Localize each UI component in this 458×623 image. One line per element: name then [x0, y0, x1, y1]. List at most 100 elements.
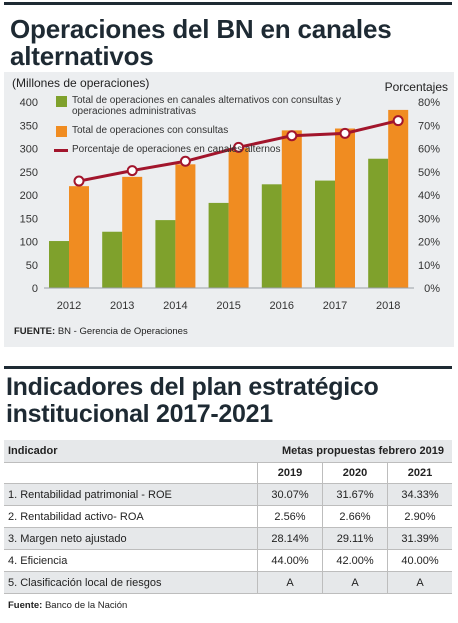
- line-point-2018: [392, 115, 404, 127]
- row-value: 2.90%: [387, 505, 452, 528]
- line-point-2015: [233, 141, 245, 153]
- header-indicator: Indicador: [4, 440, 258, 463]
- header-metas: Metas propuestas febrero 2019: [257, 440, 452, 463]
- y-left-tick-100: 100: [20, 237, 38, 249]
- y-right-tick-80pct: 80%: [418, 97, 440, 109]
- plan-title: Indicadores del plan estratégico institu…: [6, 373, 379, 428]
- row-value: A: [322, 571, 388, 594]
- y-axis-right-label: Porcentajes: [384, 80, 448, 94]
- table-source: Fuente: Banco de la Nación: [8, 600, 127, 611]
- x-tick-2015: 2015: [216, 300, 240, 312]
- bar-green-2014: [155, 220, 176, 288]
- line-point-2016: [286, 130, 298, 142]
- y-right-tick-30pct: 30%: [418, 213, 440, 225]
- row-label: 5. Clasificación local de riesgos: [4, 571, 258, 594]
- legend-label-orange: Total de operaciones con consultas: [72, 125, 229, 136]
- x-tick-2014: 2014: [163, 300, 187, 312]
- table-row: 4. Eficiencia 44.00% 42.00% 40.00%: [4, 549, 452, 572]
- line-point-2017: [339, 127, 351, 139]
- section-rule: [4, 366, 452, 369]
- chart-title: Operaciones del BN en canales alternativ…: [10, 14, 392, 71]
- y-left-tick-0: 0: [32, 283, 38, 295]
- row-value: 34.33%: [387, 483, 452, 506]
- bar-green-2018: [368, 158, 389, 288]
- row-value: 31.39%: [387, 527, 452, 550]
- y-left-tick-250: 250: [20, 167, 38, 179]
- x-tick-2012: 2012: [57, 300, 81, 312]
- y-left-tick-150: 150: [20, 213, 38, 225]
- y-left-tick-400: 400: [20, 97, 38, 109]
- line-point-2013: [126, 165, 138, 177]
- legend-swatch-green: [56, 96, 67, 107]
- line-point-2012: [73, 175, 85, 187]
- table-row: 5. Clasificación local de riesgos A A A: [4, 571, 452, 594]
- row-value: 2.56%: [257, 505, 323, 528]
- y-left-tick-50: 50: [26, 260, 38, 272]
- chart-source: FUENTE: BN - Gerencia de Operaciones: [14, 326, 188, 337]
- line-point-2014: [179, 155, 191, 167]
- y-axis-left-label: (Millones de operaciones): [12, 76, 150, 90]
- bar-green-2016: [261, 184, 282, 288]
- table-source-label: Fuente:: [8, 600, 43, 611]
- bar-orange-2017: [335, 128, 355, 288]
- legend-item-orange: Total de operaciones con consultas: [56, 125, 372, 137]
- bar-orange-2013: [122, 176, 143, 288]
- row-label: 4. Eficiencia: [4, 549, 258, 572]
- chart-source-text: BN - Gerencia de Operaciones: [57, 326, 188, 337]
- legend-label-green: Total de operaciones en canales alternat…: [72, 95, 342, 117]
- y-right-tick-20pct: 20%: [418, 237, 440, 249]
- table-row: 1. Rentabilidad patrimonial - ROE 30.07%…: [4, 483, 452, 506]
- x-tick-2013: 2013: [110, 300, 134, 312]
- year-header-2020: 2020: [322, 462, 388, 484]
- bar-orange-2015: [228, 148, 249, 288]
- table-years-row: 2019 2020 2021: [4, 462, 452, 484]
- row-value: 40.00%: [387, 549, 452, 572]
- bar-orange-2016: [281, 130, 302, 288]
- y-left-tick-350: 350: [20, 120, 38, 132]
- bar-orange-2014: [175, 164, 196, 288]
- years-row-blank: [4, 462, 258, 484]
- top-rule: [4, 2, 452, 5]
- y-right-tick-10pct: 10%: [418, 260, 440, 272]
- x-tick-2017: 2017: [323, 300, 347, 312]
- row-value: A: [387, 571, 452, 594]
- row-value: 30.07%: [257, 483, 323, 506]
- bar-orange-2012: [69, 186, 89, 288]
- table-source-text: Banco de la Nación: [44, 600, 128, 611]
- chart-source-label: FUENTE:: [14, 326, 56, 337]
- x-tick-2018: 2018: [376, 300, 400, 312]
- row-label: 1. Rentabilidad patrimonial - ROE: [4, 483, 258, 506]
- table-header-row: Indicador Metas propuestas febrero 2019: [4, 440, 452, 463]
- table-row: 3. Margen neto ajustado 28.14% 29.11% 31…: [4, 527, 452, 550]
- legend-item-green: Total de operaciones en canales alternat…: [56, 95, 372, 117]
- y-right-tick-40pct: 40%: [418, 190, 440, 202]
- bar-green-2017: [315, 180, 335, 288]
- bar-orange-2018: [388, 109, 409, 288]
- legend-item-line: Porcentaje de operaciones en canales alt…: [54, 144, 372, 155]
- row-label: 2. Rentabilidad activo- ROA: [4, 505, 258, 528]
- row-value: 31.67%: [322, 483, 388, 506]
- table-row: 2. Rentabilidad activo- ROA 2.56% 2.66% …: [4, 505, 452, 528]
- row-label: 3. Margen neto ajustado: [4, 527, 258, 550]
- y-left-tick-300: 300: [20, 144, 38, 156]
- legend-label-line: Porcentaje de operaciones en canales alt…: [72, 144, 281, 155]
- legend-swatch-orange: [56, 126, 67, 137]
- chart-legend: Total de operaciones en canales alternat…: [54, 95, 376, 163]
- row-value: A: [257, 571, 323, 594]
- year-header-2021: 2021: [387, 462, 452, 484]
- row-value: 28.14%: [257, 527, 323, 550]
- y-right-tick-0pct: 0%: [424, 283, 440, 295]
- bar-green-2013: [102, 231, 123, 288]
- y-right-tick-70pct: 70%: [418, 120, 440, 132]
- legend-line-marker: [54, 149, 68, 152]
- x-tick-2016: 2016: [270, 300, 294, 312]
- y-right-tick-50pct: 50%: [418, 167, 440, 179]
- indicators-table: Indicador Metas propuestas febrero 2019 …: [4, 440, 452, 594]
- bar-green-2012: [49, 241, 69, 288]
- y-right-tick-60pct: 60%: [418, 144, 440, 156]
- year-header-2019: 2019: [257, 462, 323, 484]
- y-left-tick-200: 200: [20, 190, 38, 202]
- bar-green-2015: [208, 202, 229, 288]
- row-value: 44.00%: [257, 549, 323, 572]
